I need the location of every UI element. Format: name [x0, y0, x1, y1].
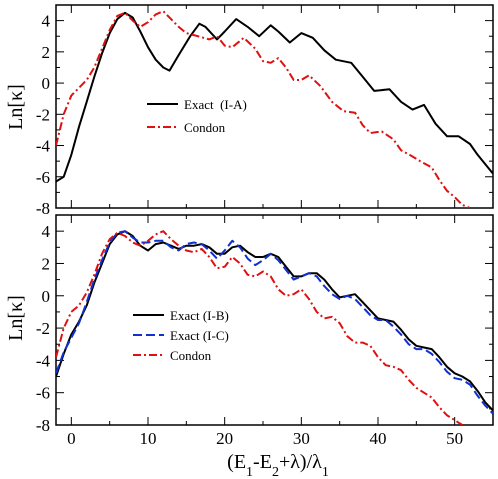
top-y-axis-label: Ln[κ]: [5, 84, 27, 130]
x-axis-label-subscript: 2: [272, 465, 279, 479]
legend-label-exact-ic: Exact (I-C): [170, 328, 229, 343]
top-series-line-condon: [56, 10, 471, 208]
top-ytick-label: -2: [36, 105, 50, 124]
bottom-xtick-label: 10: [140, 429, 157, 448]
x-axis-label-text: +λ)/: [279, 451, 313, 473]
bottom-series-line-exact-i-c: [56, 230, 493, 415]
bottom-ytick-label: -6: [36, 384, 50, 403]
x-axis-label-text: λ: [312, 451, 322, 473]
bottom-ytick-label: 4: [42, 222, 51, 241]
bottom-plot-frame: [55, 214, 494, 426]
top-ytick-label: -8: [36, 199, 50, 218]
bottom-ytick-label: -4: [36, 351, 51, 370]
bottom-xtick-label: 50: [446, 429, 463, 448]
x-axis-label-text: -: [253, 451, 260, 473]
top-plot-frame: [55, 4, 494, 209]
bottom-xtick-label: 40: [370, 429, 387, 448]
legend-label-exact-ib: Exact (I-B): [170, 308, 229, 323]
bottom-legend: Exact (I-B) Exact (I-C) Condon: [133, 308, 229, 363]
bottom-ytick-label: -2: [36, 319, 50, 338]
top-ytick-label: -6: [36, 168, 50, 187]
top-series-line-exact-i-a: [56, 11, 493, 183]
bottom-series-line-exact-i-b: [56, 230, 493, 412]
legend-label-exact-ia: Exact (I-A): [184, 97, 247, 112]
bottom-panel: 420-2-4-6-80 10 20 30 40 50 Ln[κ] (E1-E2+λ)/λ…: [5, 214, 494, 479]
bottom-xtick-label: 0: [67, 429, 76, 448]
bottom-y-axis-label: Ln[κ]: [5, 295, 27, 341]
bottom-xtick-label: 30: [293, 429, 310, 448]
bottom-xtick-label: 20: [216, 429, 233, 448]
top-ticks: 4 2 0 -2 -4 -6 -8: [36, 5, 493, 218]
x-axis-label-text: (: [227, 451, 234, 473]
x-axis-label-subscript: 1: [322, 465, 329, 479]
top-ytick-label: 4: [42, 12, 51, 31]
legend-label-condon-bottom: Condon: [170, 348, 212, 363]
bottom-x-axis-label: (E1-E2+λ)/λ1: [227, 451, 329, 479]
x-axis-label-text: E: [260, 451, 272, 473]
legend-label-condon-top: Condon: [184, 120, 226, 135]
top-ytick-label: 0: [42, 74, 51, 93]
x-axis-label-subscript: 1: [246, 465, 253, 479]
bottom-series: [56, 230, 493, 425]
x-axis-label-text: E: [234, 451, 246, 473]
top-panel: 4 2 0 -2 -4 -6 -8 Ln[κ] Exact (I-A) Condon: [5, 4, 494, 218]
bottom-ticks: 420-2-4-6-80 10 20 30 40 50: [36, 215, 493, 448]
bottom-ytick-label: -8: [36, 416, 50, 435]
top-ytick-label: 2: [42, 43, 51, 62]
bottom-series-line-condon: [56, 230, 463, 425]
top-legend: Exact (I-A) Condon: [147, 97, 247, 135]
bottom-ytick-label: 2: [42, 254, 51, 273]
top-ytick-label: -4: [36, 137, 51, 156]
top-series: [56, 10, 493, 208]
bottom-ytick-label: 0: [42, 287, 51, 306]
